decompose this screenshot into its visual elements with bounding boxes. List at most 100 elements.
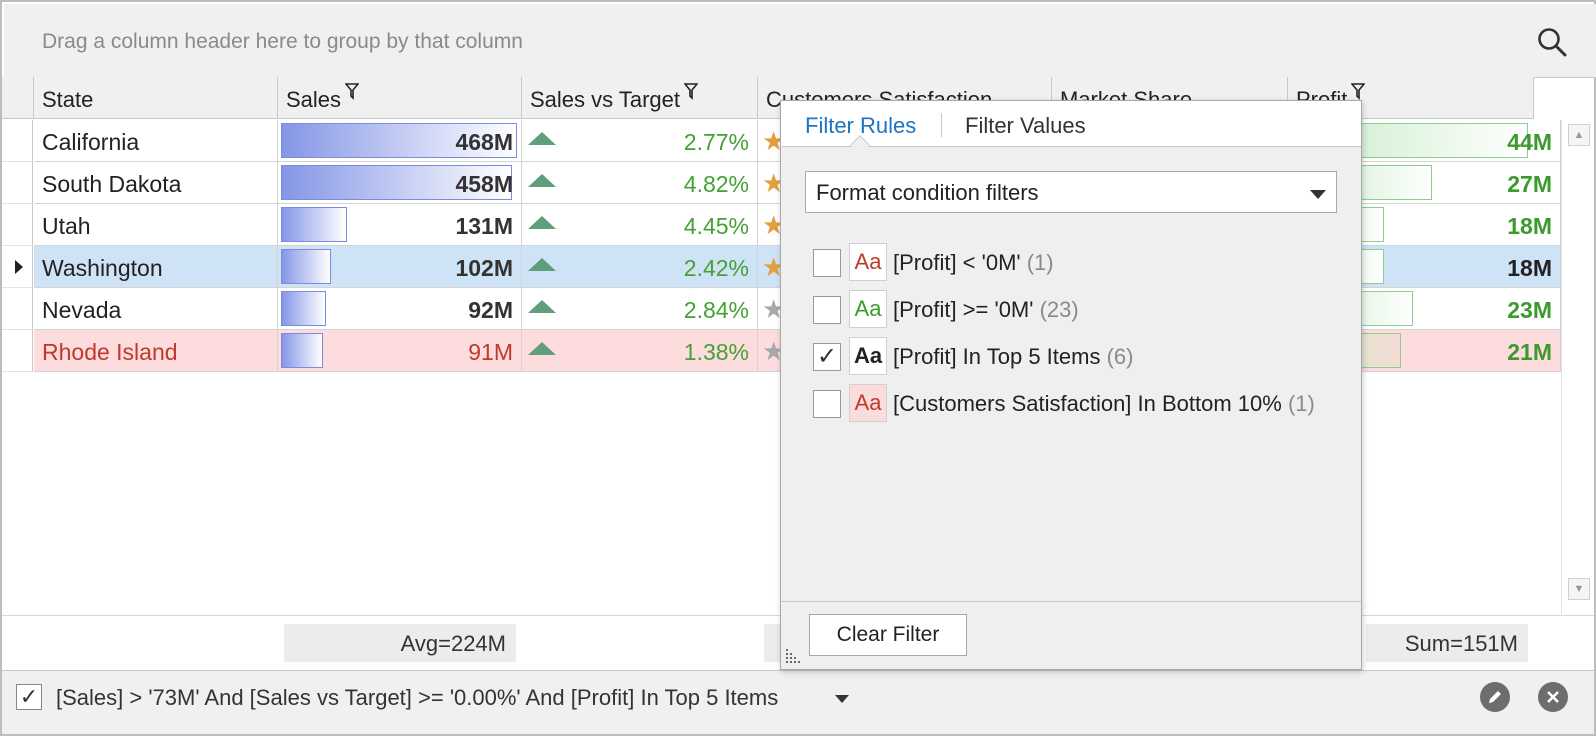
scroll-up-button[interactable]: ▲ xyxy=(1568,124,1590,146)
filter-expression[interactable]: [Sales] > '73M' And [Sales vs Target] >=… xyxy=(56,685,779,710)
format-preview-text: Aa xyxy=(854,390,882,415)
rule-checkbox[interactable] xyxy=(813,296,841,324)
sales-value: 458M xyxy=(455,171,513,197)
sales-vs-target-cell[interactable]: 4.45% xyxy=(522,204,758,245)
tab-filter-values[interactable]: Filter Values xyxy=(965,113,1086,138)
row-indicator[interactable] xyxy=(2,204,33,246)
format-preview-icon: Aa xyxy=(849,290,887,328)
sales-vs-target-cell[interactable]: 2.84% xyxy=(522,288,758,329)
state-value: Rhode Island xyxy=(42,339,178,365)
column-header-label: Sales vs Target xyxy=(530,87,681,112)
filter-type-value: Format condition filters xyxy=(816,180,1039,205)
star-rating-icon: ★ xyxy=(762,126,786,156)
close-icon xyxy=(1547,691,1559,703)
sales-value: 131M xyxy=(455,213,513,239)
format-preview-icon: Aa xyxy=(849,384,887,422)
funnel-icon[interactable] xyxy=(345,83,360,101)
tab-filter-rules[interactable]: Filter Rules xyxy=(805,113,917,138)
filter-panel: ✓ [Sales] > '73M' And [Sales vs Target] … xyxy=(2,670,1594,734)
group-panel-hint: Drag a column header here to group by th… xyxy=(42,30,523,53)
star-rating-icon: ★ xyxy=(762,168,786,198)
state-cell[interactable]: Utah xyxy=(34,204,278,245)
trend-up-icon xyxy=(528,132,556,145)
group-panel[interactable]: Drag a column header here to group by th… xyxy=(4,4,1596,78)
rule-count: (23) xyxy=(1039,297,1079,322)
tab-separator xyxy=(941,113,942,137)
column-header-sales[interactable]: Sales xyxy=(278,77,522,119)
row-indicator[interactable] xyxy=(2,288,33,330)
sales-value: 92M xyxy=(468,297,513,323)
summary-cell-hidden xyxy=(764,624,784,662)
trend-up-icon xyxy=(528,216,556,229)
rule-text: [Profit] >= '0M' xyxy=(893,297,1034,322)
row-indicator[interactable] xyxy=(2,162,33,204)
filter-enable-checkbox[interactable]: ✓ xyxy=(16,684,42,710)
edit-filter-button[interactable] xyxy=(1480,682,1510,712)
profit-value: 18M xyxy=(1507,213,1552,239)
funnel-icon[interactable] xyxy=(1351,83,1366,101)
state-cell[interactable]: California xyxy=(34,120,278,161)
sales-databar xyxy=(281,249,331,284)
format-preview-icon: Aa xyxy=(849,337,887,375)
search-icon[interactable] xyxy=(1536,26,1568,58)
popup-bottom-bar: Clear Filter xyxy=(781,601,1361,669)
rule-checkbox[interactable] xyxy=(813,249,841,277)
trend-up-icon xyxy=(528,300,556,313)
sales-cell[interactable]: 458M xyxy=(278,162,522,203)
rule-label: [Profit] < '0M' (1) xyxy=(893,250,1054,276)
state-cell[interactable]: Washington xyxy=(34,246,278,287)
row-indicator[interactable] xyxy=(2,120,33,162)
state-value: Washington xyxy=(42,255,163,281)
sales-cell[interactable]: 91M xyxy=(278,330,522,371)
clear-filter-button[interactable]: Clear Filter xyxy=(809,614,967,656)
row-indicator[interactable] xyxy=(2,246,33,288)
row-indicator[interactable] xyxy=(2,330,33,372)
profit-value: 44M xyxy=(1507,129,1552,155)
rule-label: [Customers Satisfaction] In Bottom 10% (… xyxy=(893,391,1315,417)
star-rating-icon: ★ xyxy=(762,210,786,240)
state-cell[interactable]: South Dakota xyxy=(34,162,278,203)
sales-cell[interactable]: 92M xyxy=(278,288,522,329)
sales-vs-target-cell[interactable]: 4.82% xyxy=(522,162,758,203)
state-cell[interactable]: Rhode Island xyxy=(34,330,278,371)
state-cell[interactable]: Nevada xyxy=(34,288,278,329)
sales-vs-target-value: 2.84% xyxy=(683,297,749,323)
state-value: Nevada xyxy=(42,297,122,323)
rule-checkbox[interactable] xyxy=(813,390,841,418)
filter-mru-dropdown-icon[interactable] xyxy=(835,695,849,703)
sales-cell[interactable]: 131M xyxy=(278,204,522,245)
format-preview-text: Aa xyxy=(853,343,883,368)
sales-vs-target-cell[interactable]: 1.38% xyxy=(522,330,758,371)
sales-vs-target-cell[interactable]: 2.77% xyxy=(522,120,758,161)
sales-cell[interactable]: 102M xyxy=(278,246,522,287)
current-row-arrow-icon xyxy=(15,260,23,274)
state-value: South Dakota xyxy=(42,171,182,197)
sales-value: 468M xyxy=(455,129,513,155)
trend-up-icon xyxy=(528,258,556,271)
star-rating-icon: ★ xyxy=(762,336,786,366)
star-rating-icon: ★ xyxy=(762,252,786,282)
rule-text: [Customers Satisfaction] In Bottom 10% xyxy=(893,391,1282,416)
sales-vs-target-value: 1.38% xyxy=(683,339,749,365)
sales-cell[interactable]: 468M xyxy=(278,120,522,161)
scroll-down-button[interactable]: ▼ xyxy=(1568,578,1590,600)
sales-databar xyxy=(281,123,517,158)
rule-checkbox[interactable]: ✓ xyxy=(813,343,841,371)
sales-value: 91M xyxy=(468,339,513,365)
column-header-state[interactable]: State xyxy=(34,77,278,119)
profit-value: 27M xyxy=(1507,171,1552,197)
rule-label: [Profit] In Top 5 Items (6) xyxy=(893,344,1133,370)
clear-filter-close-button[interactable] xyxy=(1538,682,1568,712)
sales-vs-target-cell[interactable]: 2.42% xyxy=(522,246,758,287)
resize-grip-icon[interactable] xyxy=(785,648,801,664)
header-indicator-corner xyxy=(2,77,34,119)
filter-type-select[interactable]: Format condition filters xyxy=(805,171,1337,213)
column-header-sales-vs-target[interactable]: Sales vs Target xyxy=(522,77,758,119)
profit-value: 23M xyxy=(1507,297,1552,323)
funnel-icon[interactable] xyxy=(684,83,699,101)
format-preview-text: Aa xyxy=(854,249,882,274)
rule-count: (6) xyxy=(1106,344,1134,369)
vertical-scrollbar[interactable]: ▲ ▼ xyxy=(1561,120,1594,614)
sales-databar xyxy=(281,165,512,200)
state-value: California xyxy=(42,129,140,155)
